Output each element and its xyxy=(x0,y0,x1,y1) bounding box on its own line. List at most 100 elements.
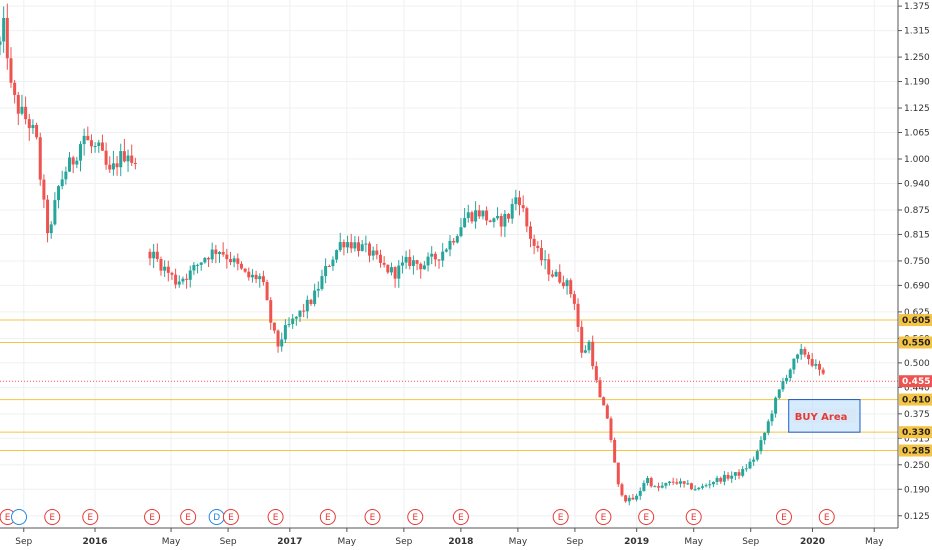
candle-body xyxy=(386,264,390,273)
earnings-marker-label: E xyxy=(149,513,155,523)
candle-body xyxy=(730,475,734,479)
earnings-marker[interactable] xyxy=(222,509,239,525)
candle-body xyxy=(646,478,650,484)
candle-body xyxy=(378,254,382,263)
candle-body xyxy=(554,271,558,277)
candle-body xyxy=(763,432,767,441)
y-axis: 1.375 1.315 1.250 1.190 1.125 1.065 1.000 0.940… xyxy=(897,0,930,528)
earnings-marker[interactable] xyxy=(595,509,612,525)
candle-body xyxy=(752,459,756,462)
candle-body xyxy=(78,144,82,161)
candle-body xyxy=(803,348,807,355)
candle-body xyxy=(766,421,770,433)
level-label: 0.605 xyxy=(902,316,930,326)
candle-body xyxy=(152,251,156,259)
earnings-marker[interactable] xyxy=(552,509,569,525)
candle-body xyxy=(620,484,624,496)
y-tick-label: 1.250 xyxy=(904,53,930,63)
candle-body xyxy=(243,268,247,272)
grid-lines xyxy=(0,0,898,528)
candle-body xyxy=(38,137,42,180)
candle-body xyxy=(807,354,811,360)
x-tick-label: Sep xyxy=(15,537,32,547)
candle-body xyxy=(75,160,79,165)
earnings-marker[interactable] xyxy=(319,509,336,525)
candle-body xyxy=(539,248,543,261)
marker-ring[interactable] xyxy=(11,509,28,525)
y-tick-label: 0.500 xyxy=(904,359,930,369)
x-axis: Sep 2016 May Sep 2017 May Sep 2018 May Sep 2019 May… xyxy=(0,527,898,547)
candle-body xyxy=(291,318,295,325)
candle-body xyxy=(715,477,719,482)
buy-zone-label: BUY Area xyxy=(795,412,848,423)
candle-body xyxy=(57,186,61,201)
candle-body xyxy=(89,140,93,147)
y-tick-label: 0.690 xyxy=(904,281,930,291)
earnings-marker[interactable] xyxy=(818,509,835,525)
candle-body xyxy=(280,339,284,347)
candle-body xyxy=(404,256,408,263)
candle-body xyxy=(744,468,748,470)
candle-body xyxy=(2,17,6,42)
candle-body xyxy=(799,348,803,355)
candle-body xyxy=(408,256,412,266)
candle-body xyxy=(104,150,108,165)
candle-body xyxy=(543,259,547,261)
level-label-bg xyxy=(899,444,932,457)
earnings-marker[interactable] xyxy=(452,509,469,525)
candle-body xyxy=(16,94,20,114)
candle-body xyxy=(521,205,525,209)
earnings-marker[interactable] xyxy=(144,509,161,525)
y-tick-label: 1.065 xyxy=(904,129,930,139)
candle-body xyxy=(159,259,163,271)
candle-body xyxy=(558,271,562,283)
earnings-marker[interactable] xyxy=(407,509,424,525)
earnings-marker[interactable] xyxy=(180,509,197,525)
candle-body xyxy=(507,213,511,219)
candle-body xyxy=(27,119,31,129)
candle-body xyxy=(360,244,364,252)
candle-body xyxy=(452,240,456,243)
candle-body xyxy=(276,330,280,347)
earnings-marker[interactable] xyxy=(775,509,792,525)
candle-body xyxy=(477,210,481,217)
level-label: 0.285 xyxy=(902,447,930,457)
candle-body xyxy=(53,200,57,225)
candle-body xyxy=(466,212,470,219)
candle-body xyxy=(247,271,251,278)
candle-body xyxy=(60,179,64,187)
earnings-marker-label: E xyxy=(412,513,418,523)
candle-body xyxy=(796,354,800,359)
candle-body xyxy=(126,155,130,162)
last-price-label-bg xyxy=(899,375,932,388)
candle-body xyxy=(547,259,551,275)
candle-body xyxy=(818,363,822,370)
candle-body xyxy=(265,282,269,301)
earnings-marker[interactable] xyxy=(364,509,381,525)
candle-body xyxy=(349,242,353,249)
y-tick-label: 0.940 xyxy=(904,179,930,189)
candle-body xyxy=(163,266,167,271)
candle-body xyxy=(239,263,243,269)
candle-body xyxy=(174,274,178,285)
candle-body xyxy=(269,300,273,323)
candle-body xyxy=(441,251,445,261)
earnings-marker[interactable] xyxy=(685,509,702,525)
candle-body xyxy=(755,451,759,460)
candle-body xyxy=(261,276,265,283)
earnings-marker[interactable] xyxy=(267,509,284,525)
x-tick-label: Sep xyxy=(566,537,583,547)
earnings-marker[interactable] xyxy=(44,509,61,525)
x-tick-label: 2016 xyxy=(82,537,107,547)
candle-body xyxy=(565,280,569,287)
earnings-marker[interactable] xyxy=(82,509,99,525)
candle-body xyxy=(166,266,170,273)
candle-body xyxy=(810,359,814,366)
buy-zone[interactable]: BUY Area xyxy=(788,399,861,433)
earnings-marker[interactable] xyxy=(638,509,655,525)
level-label: 0.410 xyxy=(902,396,930,406)
candle-body xyxy=(602,397,606,406)
level-label-bg xyxy=(899,393,932,406)
